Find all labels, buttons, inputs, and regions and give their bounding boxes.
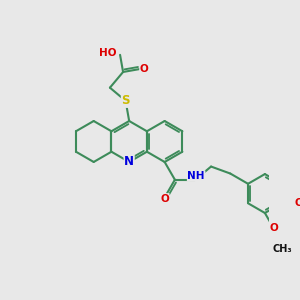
Text: O: O	[160, 194, 169, 204]
Text: NH: NH	[188, 171, 205, 181]
Text: O: O	[140, 64, 148, 74]
Text: N: N	[124, 155, 134, 169]
Text: O: O	[269, 223, 278, 233]
Text: CH₃: CH₃	[272, 244, 292, 254]
Text: O: O	[295, 198, 300, 208]
Text: S: S	[122, 94, 130, 107]
Text: HO: HO	[100, 47, 117, 58]
